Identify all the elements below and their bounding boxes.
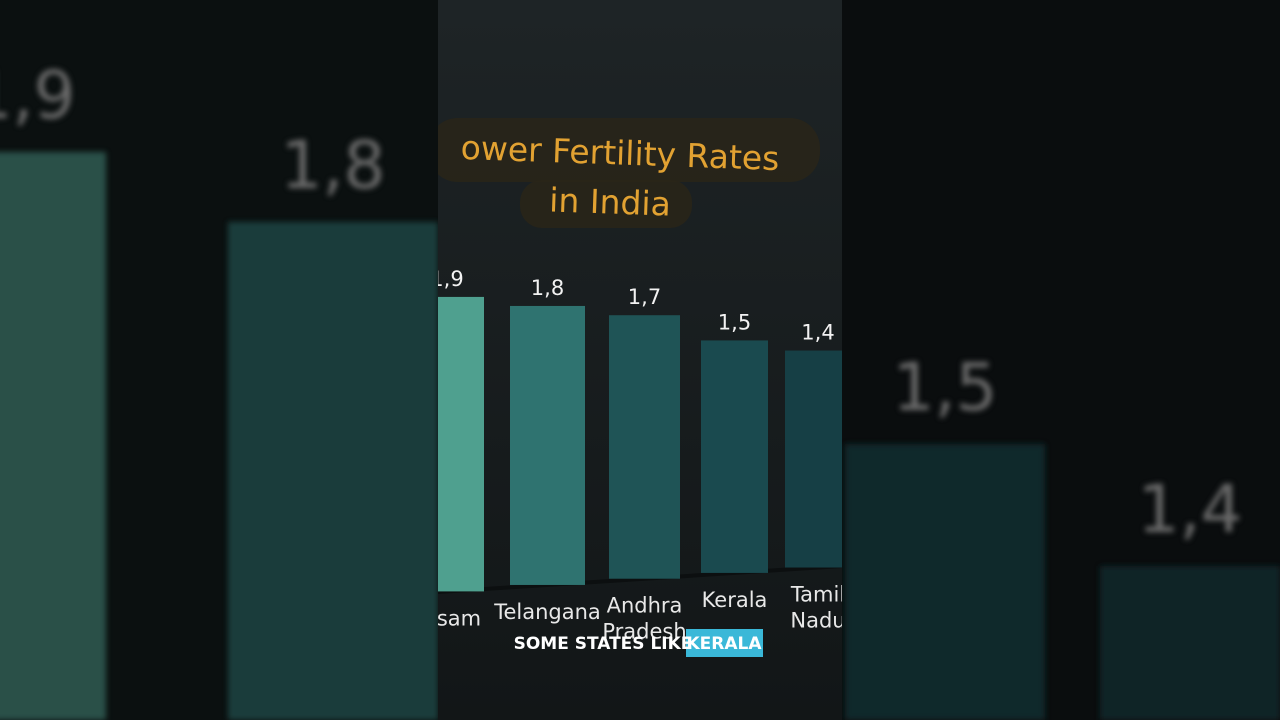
blurred-value-label: 1,8 bbox=[281, 127, 386, 204]
title-highlight bbox=[438, 118, 820, 182]
bar bbox=[785, 350, 842, 568]
blurred-bar bbox=[845, 444, 1045, 720]
baseline bbox=[438, 564, 842, 594]
blurred-value-label: 1,5 bbox=[893, 349, 998, 426]
x-tick-label: Kerala bbox=[702, 588, 768, 612]
bar bbox=[609, 315, 680, 579]
blurred-bar bbox=[1100, 566, 1280, 720]
x-tick-label: sam bbox=[437, 606, 481, 630]
chart: ower Fertility Rates in India 1,9sam1,8T… bbox=[430, 118, 845, 644]
x-tick-label: Nadu bbox=[790, 609, 845, 633]
blurred-bar bbox=[228, 222, 438, 720]
x-tick-label: Andhra bbox=[607, 594, 683, 618]
caption-highlight: KERALA bbox=[686, 634, 762, 654]
chart-title: in India bbox=[549, 180, 672, 223]
value-label: 1,8 bbox=[531, 276, 564, 300]
bar bbox=[701, 340, 768, 573]
x-tick-label: Tamil bbox=[790, 583, 845, 607]
value-label: 1,4 bbox=[801, 321, 834, 345]
value-label: 1,7 bbox=[628, 285, 661, 309]
x-tick-label: Pradesh bbox=[602, 620, 686, 644]
blurred-bar bbox=[0, 152, 106, 720]
caption-highlight-box bbox=[686, 629, 763, 657]
value-label: 1,9 bbox=[430, 267, 463, 291]
blurred-background: 1,9 1,8 1,5 1,4 bbox=[0, 57, 1280, 720]
bar bbox=[438, 296, 484, 592]
x-tick-label: Telangana bbox=[493, 600, 601, 624]
bar bbox=[510, 305, 585, 585]
title-highlight bbox=[520, 180, 692, 228]
caption: SOME STATES LIKE bbox=[514, 634, 693, 654]
blurred-value-label: 1,4 bbox=[1138, 471, 1243, 548]
blurred-value-label: 1,9 bbox=[0, 57, 75, 134]
value-label: 1,5 bbox=[718, 310, 751, 334]
